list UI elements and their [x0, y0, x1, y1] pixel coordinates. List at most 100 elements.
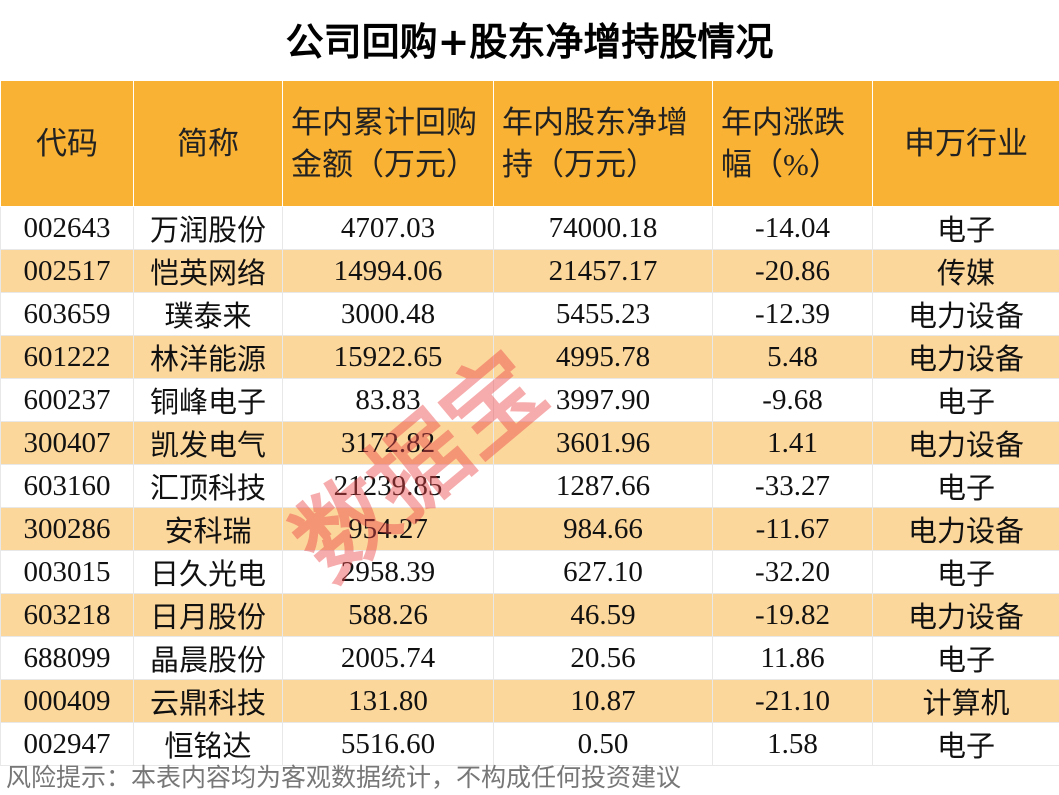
table-cell: 0.50	[493, 722, 713, 766]
table-cell: 3601.96	[493, 421, 713, 465]
table-cell: 002947	[0, 722, 134, 766]
table-cell: 安科瑞	[133, 507, 283, 551]
table-cell: 984.66	[493, 507, 713, 551]
table-row: 002643 万润股份 4707.03 74000.18 -14.04 电子	[0, 206, 1059, 250]
table-cell: 588.26	[282, 593, 494, 637]
table-cell: 电力设备	[872, 507, 1059, 551]
header-cell: 申万行业	[872, 80, 1059, 207]
table-row: 003015 日久光电 2958.39 627.10 -32.20 电子	[0, 550, 1059, 594]
table-row: 000409 云鼎科技 131.80 10.87 -21.10 计算机	[0, 679, 1059, 723]
table-cell: 300407	[0, 421, 134, 465]
title: 公司回购+股东净增持股情况	[285, 20, 774, 64]
table-cell: 恺英网络	[133, 249, 283, 293]
table-row: 300407 凯发电气 3172.82 3601.96 1.41 电力设备	[0, 421, 1059, 465]
table-row: 603160 汇顶科技 21239.85 1287.66 -33.27 电子	[0, 464, 1059, 508]
table-cell: 电子	[872, 378, 1059, 422]
table-cell: 3172.82	[282, 421, 494, 465]
header-cell: 代码	[0, 80, 134, 207]
table-cell: 1.41	[712, 421, 873, 465]
header-cell: 年内累计回购金额（万元）	[282, 80, 494, 207]
table-row: 688099 晶晨股份 2005.74 20.56 11.86 电子	[0, 636, 1059, 680]
table-row: 600237 铜峰电子 83.83 3997.90 -9.68 电子	[0, 378, 1059, 422]
table-cell: 4707.03	[282, 206, 494, 250]
table-cell: 电子	[872, 464, 1059, 508]
table-cell: 电力设备	[872, 593, 1059, 637]
table-cell: -9.68	[712, 378, 873, 422]
table-cell: 20.56	[493, 636, 713, 680]
table-cell: -33.27	[712, 464, 873, 508]
header-row: 代码 简称 年内累计回购金额（万元） 年内股东净增持（万元） 年内涨跌幅（%） 申万行业	[0, 80, 1059, 207]
table-cell: 21457.17	[493, 249, 713, 293]
table-body: 002643 万润股份 4707.03 74000.18 -14.04 电子 002517 恺…	[0, 206, 1059, 766]
table-cell: 万润股份	[133, 206, 283, 250]
table-cell: 电力设备	[872, 421, 1059, 465]
table-cell: 002517	[0, 249, 134, 293]
table-cell: 21239.85	[282, 464, 494, 508]
table-cell: 2005.74	[282, 636, 494, 680]
table-cell: 1.58	[712, 722, 873, 766]
table-cell: 电子	[872, 636, 1059, 680]
table-cell: 603218	[0, 593, 134, 637]
table-cell: 云鼎科技	[133, 679, 283, 723]
table-cell: 林洋能源	[133, 335, 283, 379]
table-cell: -11.67	[712, 507, 873, 551]
table-cell: 凯发电气	[133, 421, 283, 465]
table-cell: 600237	[0, 378, 134, 422]
table-cell: 电子	[872, 550, 1059, 594]
table-cell: 3997.90	[493, 378, 713, 422]
table-cell: -21.10	[712, 679, 873, 723]
table-cell: 14994.06	[282, 249, 494, 293]
table-cell: 电子	[872, 206, 1059, 250]
table-cell: 688099	[0, 636, 134, 680]
footer-note: 风险提示：本表内容均为客观数据统计，不构成任何投资建议	[6, 763, 682, 792]
table-cell: 627.10	[493, 550, 713, 594]
table-cell: 5455.23	[493, 292, 713, 336]
table-cell: 传媒	[872, 249, 1059, 293]
table-cell: 5.48	[712, 335, 873, 379]
table-cell: 璞泰来	[133, 292, 283, 336]
table-cell: 1287.66	[493, 464, 713, 508]
header-cell: 年内涨跌幅（%）	[712, 80, 873, 207]
table-cell: 000409	[0, 679, 134, 723]
table-cell: 3000.48	[282, 292, 494, 336]
table-cell: 计算机	[872, 679, 1059, 723]
table-cell: 铜峰电子	[133, 378, 283, 422]
table-cell: -20.86	[712, 249, 873, 293]
table-cell: 603659	[0, 292, 134, 336]
table-cell: 日月股份	[133, 593, 283, 637]
table-cell: 10.87	[493, 679, 713, 723]
table-cell: 恒铭达	[133, 722, 283, 766]
table-row: 603659 璞泰来 3000.48 5455.23 -12.39 电力设备	[0, 292, 1059, 336]
table-cell: 300286	[0, 507, 134, 551]
table-cell: 汇顶科技	[133, 464, 283, 508]
table-cell: 电力设备	[872, 335, 1059, 379]
table-cell: 954.27	[282, 507, 494, 551]
table-cell: 74000.18	[493, 206, 713, 250]
table-cell: 2958.39	[282, 550, 494, 594]
data-table: 代码 简称 年内累计回购金额（万元） 年内股东净增持（万元） 年内涨跌幅（%） 申万行业 …	[0, 80, 1059, 766]
table-cell: 002643	[0, 206, 134, 250]
table-cell: 601222	[0, 335, 134, 379]
table-row: 603218 日月股份 588.26 46.59 -19.82 电力设备	[0, 593, 1059, 637]
table-cell: 003015	[0, 550, 134, 594]
table-cell: 晶晨股份	[133, 636, 283, 680]
table-cell: 4995.78	[493, 335, 713, 379]
table-cell: -12.39	[712, 292, 873, 336]
table-cell: 电力设备	[872, 292, 1059, 336]
header-cell: 简称	[133, 80, 283, 207]
table-cell: 15922.65	[282, 335, 494, 379]
table-cell: 46.59	[493, 593, 713, 637]
table-cell: -14.04	[712, 206, 873, 250]
table-cell: -32.20	[712, 550, 873, 594]
table-row: 601222 林洋能源 15922.65 4995.78 5.48 电力设备	[0, 335, 1059, 379]
table-cell: -19.82	[712, 593, 873, 637]
table-cell: 5516.60	[282, 722, 494, 766]
table-row: 300286 安科瑞 954.27 984.66 -11.67 电力设备	[0, 507, 1059, 551]
table-row: 002517 恺英网络 14994.06 21457.17 -20.86 传媒	[0, 249, 1059, 293]
table-cell: 日久光电	[133, 550, 283, 594]
table-cell: 603160	[0, 464, 134, 508]
table-cell: 83.83	[282, 378, 494, 422]
table-cell: 电子	[872, 722, 1059, 766]
table-cell: 131.80	[282, 679, 494, 723]
